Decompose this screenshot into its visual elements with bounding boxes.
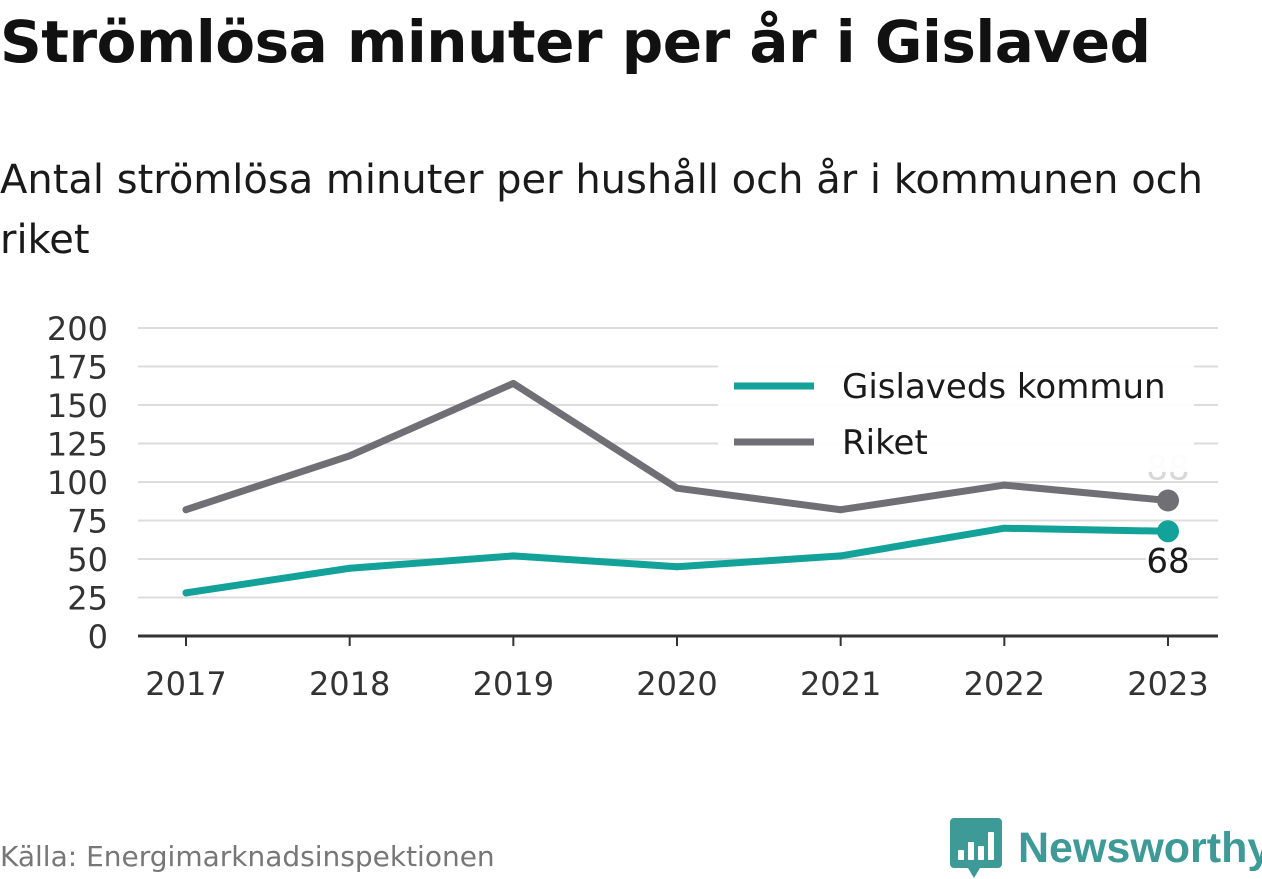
brand: Newsworthy [950, 818, 1262, 878]
source-note: Källa: Energimarknadsinspektionen [0, 840, 495, 873]
x-tick-label: 2022 [964, 665, 1045, 703]
brand-name: Newsworthy [1018, 823, 1262, 872]
series-lines [182, 379, 1179, 597]
y-tick-label: 50 [67, 541, 108, 579]
series-point [673, 484, 681, 492]
legend: Gislaveds kommun Riket [718, 360, 1194, 472]
series-point [673, 563, 681, 571]
y-tick-label: 75 [67, 503, 108, 541]
series-point [509, 552, 517, 560]
x-tick-label: 2020 [636, 665, 717, 703]
series-point [1000, 481, 1008, 489]
legend-background [718, 360, 1194, 472]
series-point [1000, 524, 1008, 532]
series-end-label: 68 [1146, 541, 1189, 581]
x-tick-label: 2018 [309, 665, 390, 703]
chart-title: Strömlösa minuter per år i Gislaved [0, 8, 1151, 76]
series-line-0 [182, 524, 1172, 597]
bar-chart-badge-icon [950, 818, 1002, 878]
series-point [182, 506, 190, 514]
x-tick-label: 2021 [800, 665, 881, 703]
x-tick-label: 2023 [1127, 665, 1208, 703]
y-tick-label: 175 [47, 349, 108, 387]
series-point [837, 506, 845, 514]
series-point [182, 589, 190, 597]
x-tick-label: 2019 [473, 665, 554, 703]
y-tick-label: 150 [47, 387, 108, 425]
chart-subtitle: Antal strömlösa minuter per hushåll och … [0, 157, 1204, 263]
legend-label: Riket [842, 423, 928, 463]
series-end-point [1157, 489, 1179, 512]
y-tick-label: 125 [47, 426, 108, 464]
series-point [346, 452, 354, 460]
series-end-point [1157, 520, 1179, 543]
x-tick-label: 2017 [145, 665, 226, 703]
y-tick-label: 100 [47, 464, 108, 502]
series-point [837, 552, 845, 560]
series-point [509, 379, 517, 387]
series-point [346, 564, 354, 572]
y-tick-label: 0 [88, 618, 108, 656]
y-tick-label: 200 [47, 310, 108, 348]
y-tick-label: 25 [67, 580, 108, 618]
legend-label: Gislaveds kommun [842, 367, 1166, 407]
